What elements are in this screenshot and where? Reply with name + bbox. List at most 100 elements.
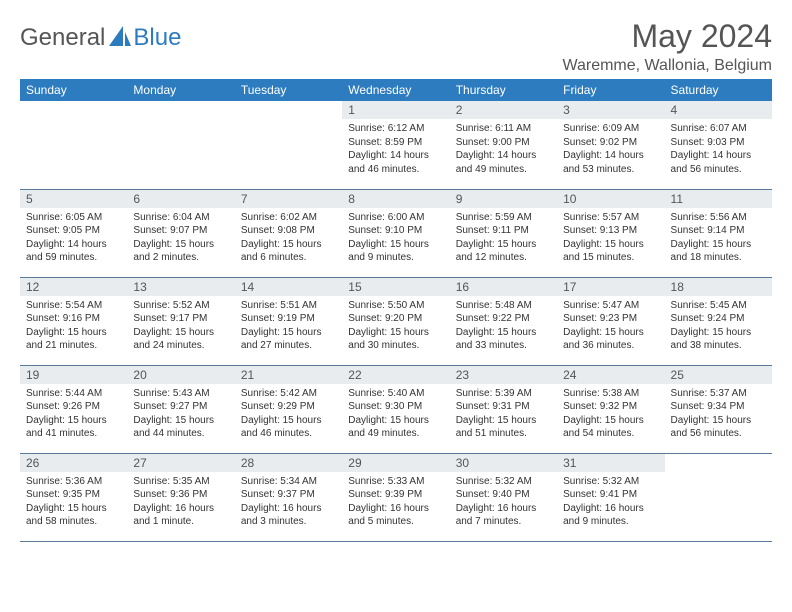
day-number: 15	[342, 278, 449, 296]
day-number: 6	[127, 190, 234, 208]
day-details: Sunrise: 5:32 AMSunset: 9:40 PMDaylight:…	[450, 472, 557, 533]
day-details: Sunrise: 5:38 AMSunset: 9:32 PMDaylight:…	[557, 384, 664, 445]
day-number: 1	[342, 101, 449, 119]
day-number: 29	[342, 454, 449, 472]
calendar-week-row: 12Sunrise: 5:54 AMSunset: 9:16 PMDayligh…	[20, 277, 772, 365]
calendar-day-cell: 3Sunrise: 6:09 AMSunset: 9:02 PMDaylight…	[557, 101, 664, 189]
day-details: Sunrise: 5:45 AMSunset: 9:24 PMDaylight:…	[665, 296, 772, 357]
calendar-day-cell: 21Sunrise: 5:42 AMSunset: 9:29 PMDayligh…	[235, 365, 342, 453]
day-number: 30	[450, 454, 557, 472]
title-block: May 2024 Waremme, Wallonia, Belgium	[562, 18, 772, 75]
day-details: Sunrise: 5:32 AMSunset: 9:41 PMDaylight:…	[557, 472, 664, 533]
day-number: 27	[127, 454, 234, 472]
weekday-header: Friday	[557, 79, 664, 101]
day-number: 5	[20, 190, 127, 208]
day-number: 10	[557, 190, 664, 208]
calendar-day-cell: 1Sunrise: 6:12 AMSunset: 8:59 PMDaylight…	[342, 101, 449, 189]
calendar-day-cell: 28Sunrise: 5:34 AMSunset: 9:37 PMDayligh…	[235, 453, 342, 541]
day-details: Sunrise: 5:52 AMSunset: 9:17 PMDaylight:…	[127, 296, 234, 357]
weekday-header: Sunday	[20, 79, 127, 101]
day-number: 8	[342, 190, 449, 208]
calendar-day-cell: 20Sunrise: 5:43 AMSunset: 9:27 PMDayligh…	[127, 365, 234, 453]
day-details: Sunrise: 5:34 AMSunset: 9:37 PMDaylight:…	[235, 472, 342, 533]
day-details: Sunrise: 6:05 AMSunset: 9:05 PMDaylight:…	[20, 208, 127, 269]
day-number: 28	[235, 454, 342, 472]
calendar-day-cell: ..	[20, 101, 127, 189]
day-details: Sunrise: 5:43 AMSunset: 9:27 PMDaylight:…	[127, 384, 234, 445]
logo-sail-icon	[109, 26, 131, 51]
location: Waremme, Wallonia, Belgium	[562, 57, 772, 75]
calendar-day-cell: 19Sunrise: 5:44 AMSunset: 9:26 PMDayligh…	[20, 365, 127, 453]
calendar-day-cell: 31Sunrise: 5:32 AMSunset: 9:41 PMDayligh…	[557, 453, 664, 541]
calendar-day-cell: 17Sunrise: 5:47 AMSunset: 9:23 PMDayligh…	[557, 277, 664, 365]
calendar-day-cell: 25Sunrise: 5:37 AMSunset: 9:34 PMDayligh…	[665, 365, 772, 453]
calendar-day-cell: 30Sunrise: 5:32 AMSunset: 9:40 PMDayligh…	[450, 453, 557, 541]
day-details: Sunrise: 5:42 AMSunset: 9:29 PMDaylight:…	[235, 384, 342, 445]
day-number: 21	[235, 366, 342, 384]
calendar-day-cell: 5Sunrise: 6:05 AMSunset: 9:05 PMDaylight…	[20, 189, 127, 277]
weekday-header: Monday	[127, 79, 234, 101]
weekday-header: Thursday	[450, 79, 557, 101]
weekday-header: Wednesday	[342, 79, 449, 101]
day-details: Sunrise: 5:48 AMSunset: 9:22 PMDaylight:…	[450, 296, 557, 357]
calendar-day-cell: 18Sunrise: 5:45 AMSunset: 9:24 PMDayligh…	[665, 277, 772, 365]
calendar-day-cell: 13Sunrise: 5:52 AMSunset: 9:17 PMDayligh…	[127, 277, 234, 365]
calendar-day-cell: 15Sunrise: 5:50 AMSunset: 9:20 PMDayligh…	[342, 277, 449, 365]
logo-text-blue: Blue	[133, 24, 181, 52]
day-number: 12	[20, 278, 127, 296]
day-number: 2	[450, 101, 557, 119]
day-details: Sunrise: 5:37 AMSunset: 9:34 PMDaylight:…	[665, 384, 772, 445]
calendar-day-cell: 27Sunrise: 5:35 AMSunset: 9:36 PMDayligh…	[127, 453, 234, 541]
calendar-day-cell: 11Sunrise: 5:56 AMSunset: 9:14 PMDayligh…	[665, 189, 772, 277]
calendar-day-cell: 6Sunrise: 6:04 AMSunset: 9:07 PMDaylight…	[127, 189, 234, 277]
day-number: 23	[450, 366, 557, 384]
calendar-table: Sunday Monday Tuesday Wednesday Thursday…	[20, 79, 772, 542]
day-details: Sunrise: 6:11 AMSunset: 9:00 PMDaylight:…	[450, 119, 557, 180]
day-number: 4	[665, 101, 772, 119]
calendar-day-cell: ..	[665, 453, 772, 541]
header: General Blue May 2024 Waremme, Wallonia,…	[20, 18, 772, 75]
calendar-day-cell: 9Sunrise: 5:59 AMSunset: 9:11 PMDaylight…	[450, 189, 557, 277]
day-number: 26	[20, 454, 127, 472]
calendar-week-row: ......1Sunrise: 6:12 AMSunset: 8:59 PMDa…	[20, 101, 772, 189]
day-number: 24	[557, 366, 664, 384]
day-number: 25	[665, 366, 772, 384]
calendar-day-cell: 24Sunrise: 5:38 AMSunset: 9:32 PMDayligh…	[557, 365, 664, 453]
day-details: Sunrise: 6:09 AMSunset: 9:02 PMDaylight:…	[557, 119, 664, 180]
day-number: 31	[557, 454, 664, 472]
day-number: 17	[557, 278, 664, 296]
day-details: Sunrise: 5:54 AMSunset: 9:16 PMDaylight:…	[20, 296, 127, 357]
calendar-day-cell: 29Sunrise: 5:33 AMSunset: 9:39 PMDayligh…	[342, 453, 449, 541]
day-details: Sunrise: 5:59 AMSunset: 9:11 PMDaylight:…	[450, 208, 557, 269]
day-number: 14	[235, 278, 342, 296]
logo: General Blue	[20, 24, 181, 52]
calendar-week-row: 19Sunrise: 5:44 AMSunset: 9:26 PMDayligh…	[20, 365, 772, 453]
day-number: 13	[127, 278, 234, 296]
day-number: 9	[450, 190, 557, 208]
calendar-week-row: 26Sunrise: 5:36 AMSunset: 9:35 PMDayligh…	[20, 453, 772, 541]
day-number: 11	[665, 190, 772, 208]
day-number: 19	[20, 366, 127, 384]
day-number: 20	[127, 366, 234, 384]
calendar-day-cell: ..	[235, 101, 342, 189]
calendar-day-cell: 7Sunrise: 6:02 AMSunset: 9:08 PMDaylight…	[235, 189, 342, 277]
day-details: Sunrise: 5:36 AMSunset: 9:35 PMDaylight:…	[20, 472, 127, 533]
day-details: Sunrise: 5:40 AMSunset: 9:30 PMDaylight:…	[342, 384, 449, 445]
day-details: Sunrise: 5:44 AMSunset: 9:26 PMDaylight:…	[20, 384, 127, 445]
calendar-day-cell: 8Sunrise: 6:00 AMSunset: 9:10 PMDaylight…	[342, 189, 449, 277]
day-number: 16	[450, 278, 557, 296]
day-details: Sunrise: 5:39 AMSunset: 9:31 PMDaylight:…	[450, 384, 557, 445]
calendar-day-cell: 10Sunrise: 5:57 AMSunset: 9:13 PMDayligh…	[557, 189, 664, 277]
calendar-body: ......1Sunrise: 6:12 AMSunset: 8:59 PMDa…	[20, 101, 772, 541]
day-details: Sunrise: 5:56 AMSunset: 9:14 PMDaylight:…	[665, 208, 772, 269]
calendar-day-cell: 12Sunrise: 5:54 AMSunset: 9:16 PMDayligh…	[20, 277, 127, 365]
day-details: Sunrise: 5:47 AMSunset: 9:23 PMDaylight:…	[557, 296, 664, 357]
day-details: Sunrise: 5:33 AMSunset: 9:39 PMDaylight:…	[342, 472, 449, 533]
calendar-day-cell: 23Sunrise: 5:39 AMSunset: 9:31 PMDayligh…	[450, 365, 557, 453]
month-title: May 2024	[562, 18, 772, 55]
calendar-week-row: 5Sunrise: 6:05 AMSunset: 9:05 PMDaylight…	[20, 189, 772, 277]
day-details: Sunrise: 6:07 AMSunset: 9:03 PMDaylight:…	[665, 119, 772, 180]
day-details: Sunrise: 6:04 AMSunset: 9:07 PMDaylight:…	[127, 208, 234, 269]
logo-text-general: General	[20, 24, 105, 52]
calendar-day-cell: 26Sunrise: 5:36 AMSunset: 9:35 PMDayligh…	[20, 453, 127, 541]
